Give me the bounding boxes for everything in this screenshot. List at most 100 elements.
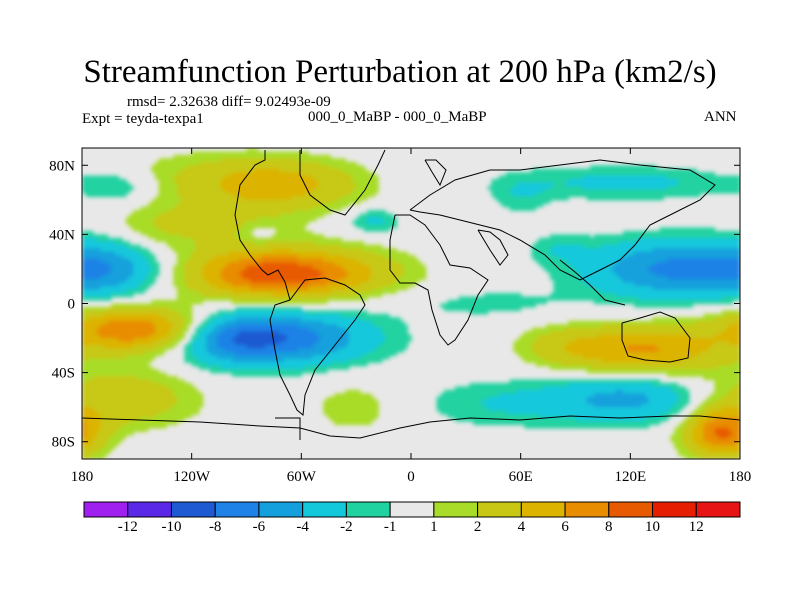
field-cell	[272, 189, 277, 194]
field-cell	[264, 175, 270, 180]
field-cell	[246, 282, 251, 287]
field-cell	[257, 186, 262, 191]
field-cell	[623, 241, 628, 246]
field-cell	[173, 272, 178, 277]
field-cell	[275, 179, 280, 184]
field-cell	[195, 199, 200, 204]
field-cell	[681, 258, 686, 263]
field-cell	[162, 210, 167, 215]
field-cell	[301, 258, 306, 263]
field-cell	[301, 220, 306, 225]
field-cell	[213, 206, 218, 211]
field-cell	[235, 293, 240, 298]
field-cell	[506, 303, 511, 308]
field-cell	[714, 248, 719, 253]
field-cell	[688, 282, 694, 287]
field-cell	[228, 217, 233, 222]
field-cell	[96, 255, 101, 260]
field-cell	[220, 165, 226, 170]
field-cell	[122, 186, 127, 191]
field-cell	[308, 217, 313, 222]
field-cell	[166, 217, 171, 222]
field-cell	[549, 192, 555, 197]
field-cell	[319, 175, 324, 180]
field-cell	[188, 296, 193, 301]
field-cell	[129, 220, 134, 225]
field-cell	[279, 244, 284, 249]
field-cell	[692, 268, 697, 273]
field-cell	[220, 268, 226, 273]
field-cell	[198, 241, 204, 246]
field-cell	[283, 313, 288, 318]
field-cell	[151, 310, 156, 315]
field-cell	[736, 296, 740, 301]
field-cell	[359, 275, 365, 280]
field-cell	[246, 300, 251, 305]
field-cell	[191, 165, 196, 170]
field-cell	[147, 268, 153, 273]
field-cell	[107, 189, 112, 194]
field-cell	[136, 289, 142, 294]
field-cell	[239, 289, 244, 294]
field-cell	[663, 286, 668, 291]
field-cell	[513, 293, 518, 298]
field-cell	[162, 227, 167, 232]
field-cell	[188, 210, 193, 215]
field-cell	[250, 310, 255, 315]
field-cell	[334, 189, 339, 194]
field-cell	[290, 199, 295, 204]
field-cell	[579, 168, 584, 173]
field-cell	[692, 248, 697, 253]
field-cell	[250, 172, 255, 177]
field-cell	[198, 289, 204, 294]
field-cell	[272, 258, 277, 263]
field-cell	[198, 203, 204, 208]
field-cell	[268, 293, 273, 298]
field-cell	[633, 168, 639, 173]
field-cell	[608, 186, 613, 191]
field-cell	[710, 186, 716, 191]
field-cell	[242, 265, 248, 270]
field-cell	[304, 262, 310, 267]
field-cell	[279, 175, 284, 180]
field-cell	[330, 241, 335, 246]
field-cell	[268, 282, 273, 287]
field-cell	[517, 303, 522, 308]
field-cell	[319, 272, 324, 277]
field-cell	[217, 213, 222, 218]
field-cell	[549, 293, 555, 298]
field-cell	[590, 275, 595, 280]
field-cell	[224, 165, 229, 170]
field-cell	[279, 275, 284, 280]
field-cell	[202, 255, 207, 260]
field-cell	[268, 186, 273, 191]
field-cell	[696, 244, 701, 249]
field-cell	[718, 279, 723, 284]
field-cell	[359, 289, 365, 294]
field-cell	[630, 282, 635, 287]
field-cell	[82, 289, 87, 294]
field-cell	[593, 251, 599, 256]
field-cell	[188, 262, 193, 267]
field-cell	[286, 275, 291, 280]
field-cell	[286, 165, 291, 170]
field-cell	[312, 268, 317, 273]
field-cell	[641, 279, 646, 284]
field-cell	[626, 237, 631, 242]
field-cell	[557, 189, 562, 194]
field-cell	[374, 189, 379, 194]
field-cell	[385, 224, 390, 229]
field-cell	[623, 230, 628, 235]
field-cell	[198, 196, 204, 201]
field-cell	[367, 224, 372, 229]
field-cell	[345, 196, 350, 201]
field-cell	[250, 154, 255, 159]
field-cell	[692, 251, 697, 256]
field-cell	[315, 286, 321, 291]
field-cell	[714, 237, 719, 242]
field-cell	[224, 220, 229, 225]
field-cell	[557, 251, 562, 256]
field-cell	[283, 213, 288, 218]
field-cell	[173, 161, 178, 166]
field-cell	[334, 172, 339, 177]
